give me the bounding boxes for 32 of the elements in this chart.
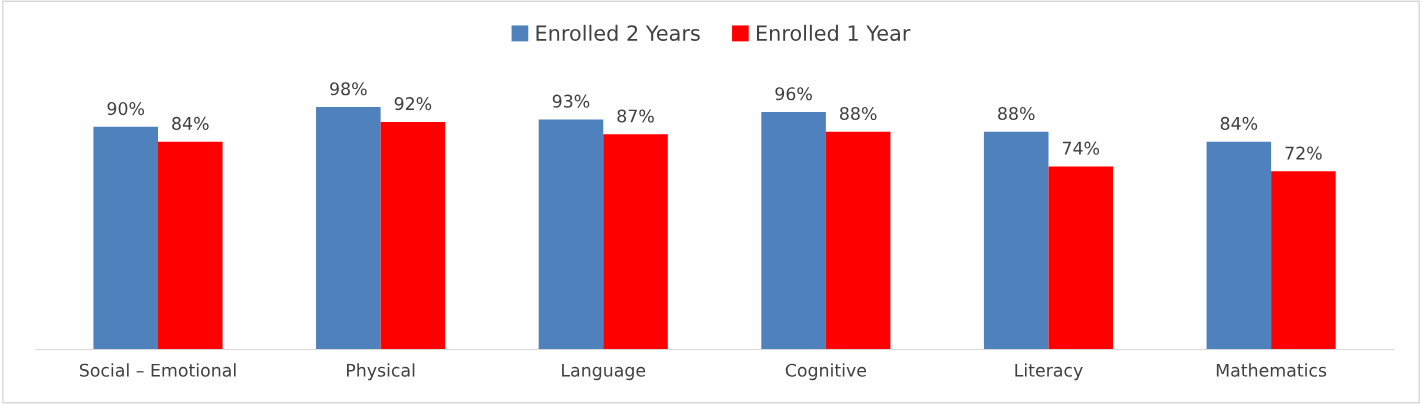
bar [1271,171,1336,350]
data-label: 74% [1062,141,1100,155]
x-tick-label: Literacy [1015,363,1083,381]
x-tick-label: Cognitive [785,363,867,381]
bar [538,119,604,350]
bar [603,134,668,350]
bar [157,141,223,350]
bar [983,131,1049,350]
data-label: 88% [840,106,877,121]
data-label: 87% [617,109,654,123]
legend-label: Enrolled 1 Year [757,24,911,41]
bar [761,112,826,350]
bar [316,107,381,350]
data-label: 96% [775,87,812,101]
data-label: 84% [1220,116,1258,130]
bar [1206,141,1272,350]
x-tick-label: Social – Emotional [79,363,236,377]
x-tick-label: Language [562,363,646,381]
data-label: 84% [172,116,209,130]
bar [380,121,446,350]
data-label: 72% [1285,146,1322,160]
data-label: 92% [394,97,432,111]
legend-label: Enrolled 2 Years [536,24,700,41]
bar [825,131,891,350]
data-label: 93% [552,94,590,108]
data-label: 88% [998,106,1035,121]
bar [93,126,158,350]
x-tick-label: Mathematics [1216,363,1327,377]
data-label: 90% [107,102,145,116]
bar [1048,166,1114,350]
data-label: 98% [330,82,367,96]
x-tick-label: Physical [347,363,415,381]
